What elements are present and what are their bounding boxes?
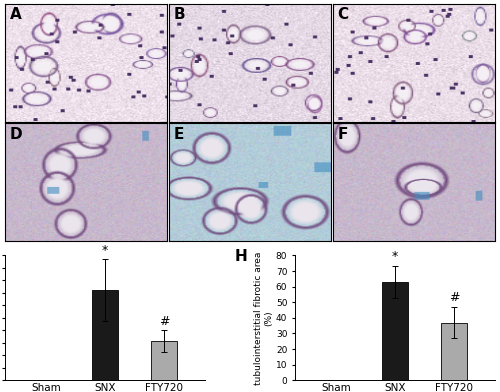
Bar — [150, 341, 177, 380]
Text: #: # — [158, 316, 169, 328]
Text: *: * — [392, 250, 398, 263]
Text: *: * — [102, 244, 108, 257]
Text: A: A — [10, 7, 22, 22]
Bar — [92, 290, 118, 380]
Bar — [440, 323, 467, 380]
Text: #: # — [448, 291, 459, 304]
Bar — [382, 282, 408, 380]
Text: F: F — [338, 127, 348, 142]
Text: E: E — [174, 127, 184, 142]
Y-axis label: tubulointerstitial fibrotic area
(%): tubulointerstitial fibrotic area (%) — [254, 251, 273, 385]
Text: B: B — [174, 7, 186, 22]
Text: D: D — [10, 127, 22, 142]
Text: H: H — [235, 249, 248, 264]
Text: C: C — [338, 7, 348, 22]
